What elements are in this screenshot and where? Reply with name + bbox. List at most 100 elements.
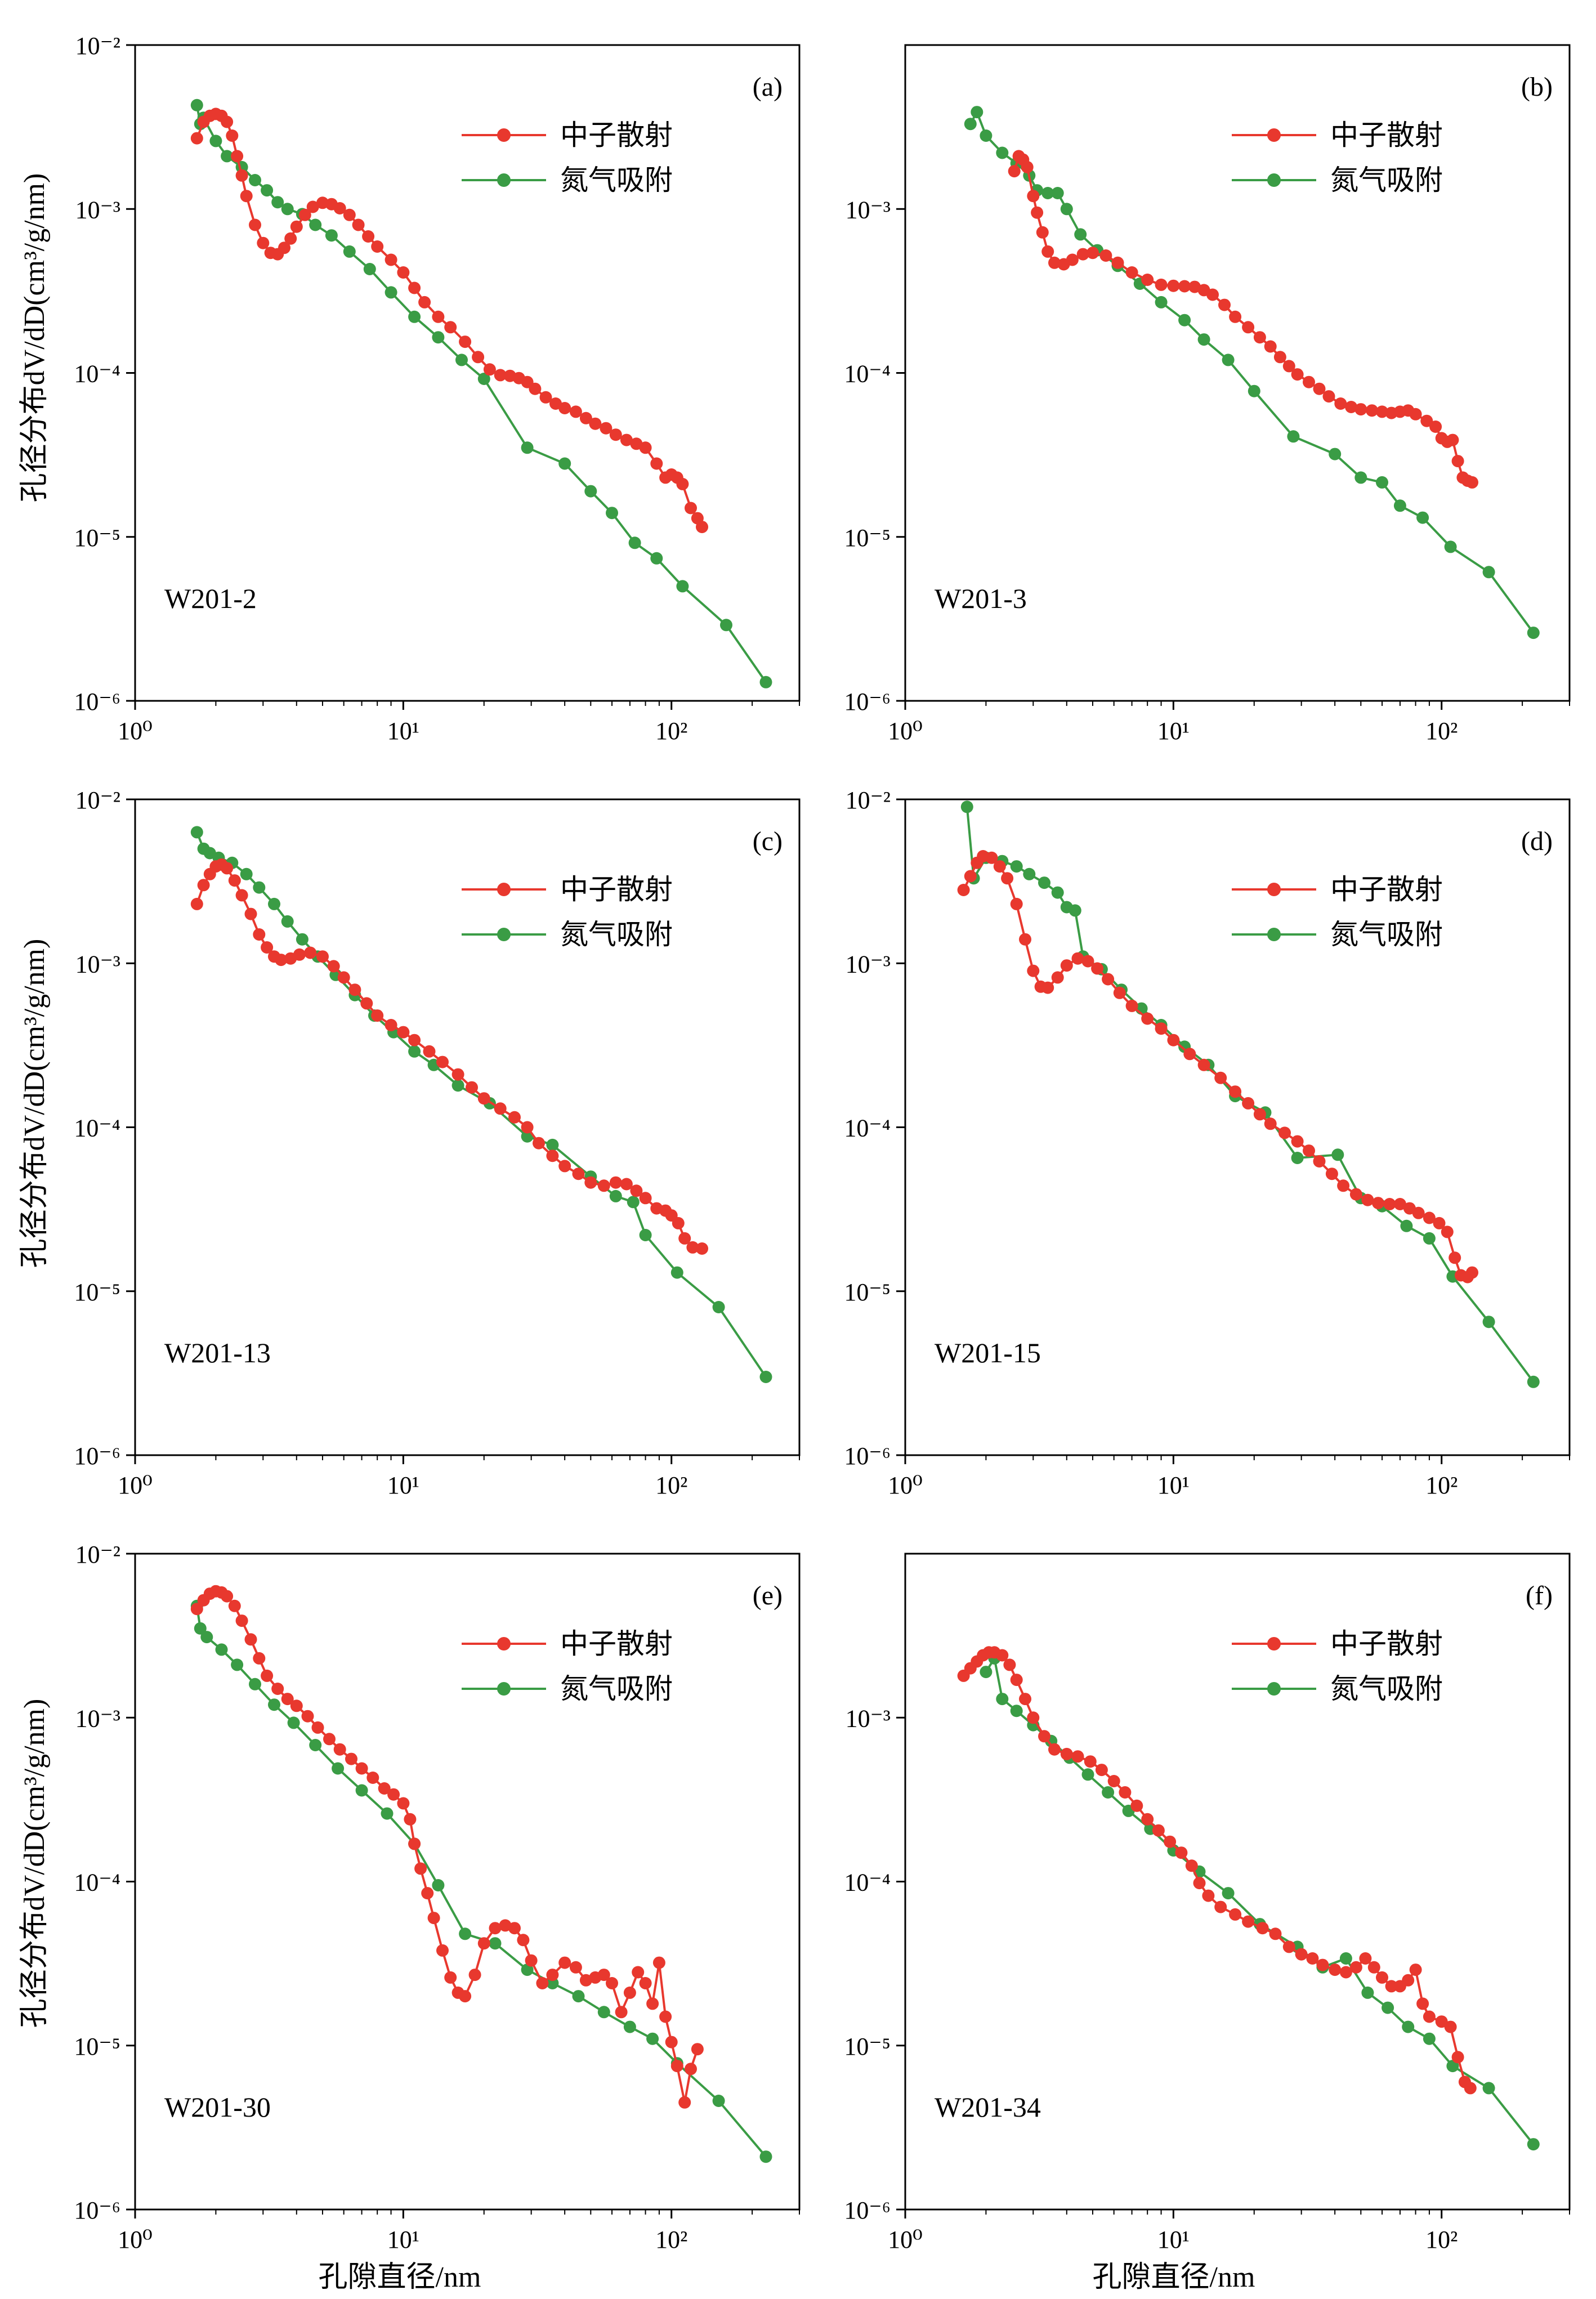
data-point: [1287, 430, 1300, 443]
legend-swatch-marker: [1267, 1637, 1281, 1651]
data-point: [1329, 448, 1342, 460]
data-point: [1019, 1693, 1031, 1706]
data-point: [1482, 1316, 1495, 1329]
legend-label: 中子散射: [1330, 1628, 1443, 1660]
data-point: [665, 2036, 678, 2048]
y-tick-label: 10⁻³: [75, 1705, 120, 1732]
data-point: [436, 1944, 449, 1957]
chart-panel-6: 10⁰ 10¹ 10² 10⁻⁶ 10⁻⁵ 10⁻⁴ 10⁻³ (f) W201-34 中子散射氮…: [844, 1553, 1571, 2253]
data-point: [249, 218, 261, 231]
data-point: [444, 321, 457, 334]
data-point: [1242, 1097, 1255, 1110]
sample-label: W201-30: [164, 2091, 271, 2123]
panel-label: (f): [1526, 1581, 1553, 1611]
data-point: [521, 1963, 534, 1976]
data-point: [499, 1919, 512, 1932]
data-point: [290, 220, 303, 233]
data-point: [1423, 2010, 1436, 2023]
y-tick-label: 10⁻⁵: [844, 2033, 891, 2060]
legend-swatch-marker: [1267, 928, 1281, 941]
data-point: [696, 521, 708, 534]
data-point: [1393, 499, 1406, 512]
data-point: [1412, 1206, 1425, 1219]
data-point: [1433, 1216, 1446, 1229]
data-point: [226, 129, 239, 142]
data-point: [1444, 540, 1457, 553]
data-point: [1069, 904, 1081, 917]
data-point: [249, 1678, 261, 1690]
data-point: [1141, 1813, 1154, 1826]
data-point: [1087, 247, 1099, 260]
data-point: [1060, 203, 1073, 216]
data-point: [221, 862, 234, 875]
data-point: [397, 1797, 410, 1810]
y-tick-label: 10⁻³: [846, 950, 891, 978]
sample-label: W201-15: [935, 1337, 1041, 1368]
data-point: [572, 1168, 585, 1180]
data-point: [316, 950, 329, 963]
data-point: [1197, 333, 1210, 346]
data-point: [284, 232, 297, 245]
data-point: [451, 1068, 464, 1081]
data-point: [1222, 354, 1235, 366]
data-point: [235, 169, 248, 182]
data-point: [332, 1762, 345, 1775]
data-point: [1071, 952, 1084, 965]
data-point: [639, 1977, 652, 1989]
legend-label: 中子散射: [560, 119, 673, 151]
data-point: [670, 1266, 683, 1279]
data-point: [623, 2020, 636, 2033]
data-point: [1376, 1971, 1388, 1984]
data-point: [536, 1977, 549, 1989]
legend-label: 氮气吸附: [1330, 1673, 1443, 1705]
data-point: [387, 1788, 400, 1801]
data-point: [589, 417, 602, 430]
y-axis-label: 孔径分布dV/dD(cm³/g/nm): [19, 1699, 51, 2028]
chart-panel-2: 10⁰ 10¹ 10² 10⁻⁶ 10⁻⁵ 10⁻⁴ 10⁻³ (b) W201-3 中子散射氮气…: [844, 44, 1571, 745]
data-point: [355, 1762, 368, 1775]
data-point: [1113, 986, 1126, 999]
data-point: [646, 2032, 659, 2045]
data-point: [278, 241, 290, 254]
data-point: [993, 860, 1006, 873]
data-point: [323, 1733, 336, 1746]
sample-label: W201-34: [935, 2091, 1041, 2123]
data-point: [606, 1977, 618, 1989]
data-point: [1444, 2020, 1457, 2033]
data-point: [964, 118, 977, 131]
x-tick-label: 10²: [655, 2226, 687, 2253]
data-point: [257, 236, 270, 249]
data-point: [1155, 296, 1168, 308]
data-point: [281, 203, 294, 216]
data-point: [408, 1034, 421, 1046]
data-point: [1003, 1658, 1016, 1671]
data-point: [421, 1887, 434, 1900]
data-point: [268, 1698, 280, 1711]
data-point: [609, 1176, 622, 1189]
data-point: [1423, 1232, 1436, 1245]
data-point: [623, 1986, 636, 1999]
data-point: [600, 422, 613, 435]
data-point: [508, 1111, 521, 1124]
data-point: [971, 106, 983, 119]
series-neutron: [190, 1585, 704, 2109]
data-point: [345, 1752, 357, 1765]
data-point: [466, 1081, 478, 1094]
data-point: [1041, 981, 1054, 994]
data-point: [1295, 1948, 1308, 1961]
series-nitrogen: [964, 106, 1540, 639]
data-point: [1451, 455, 1464, 468]
data-point: [333, 202, 346, 214]
data-point: [964, 870, 977, 883]
x-tick-label: 10⁰: [888, 717, 923, 745]
data-point: [494, 369, 507, 382]
y-tick-label: 10⁻⁶: [74, 1442, 120, 1470]
data-point: [1222, 1887, 1235, 1900]
data-point: [1449, 1251, 1461, 1264]
data-point: [639, 441, 652, 454]
data-point: [1429, 421, 1442, 433]
data-point: [759, 676, 772, 688]
data-point: [190, 897, 203, 910]
legend-label: 中子散射: [1330, 874, 1443, 905]
data-point: [1095, 1764, 1108, 1777]
